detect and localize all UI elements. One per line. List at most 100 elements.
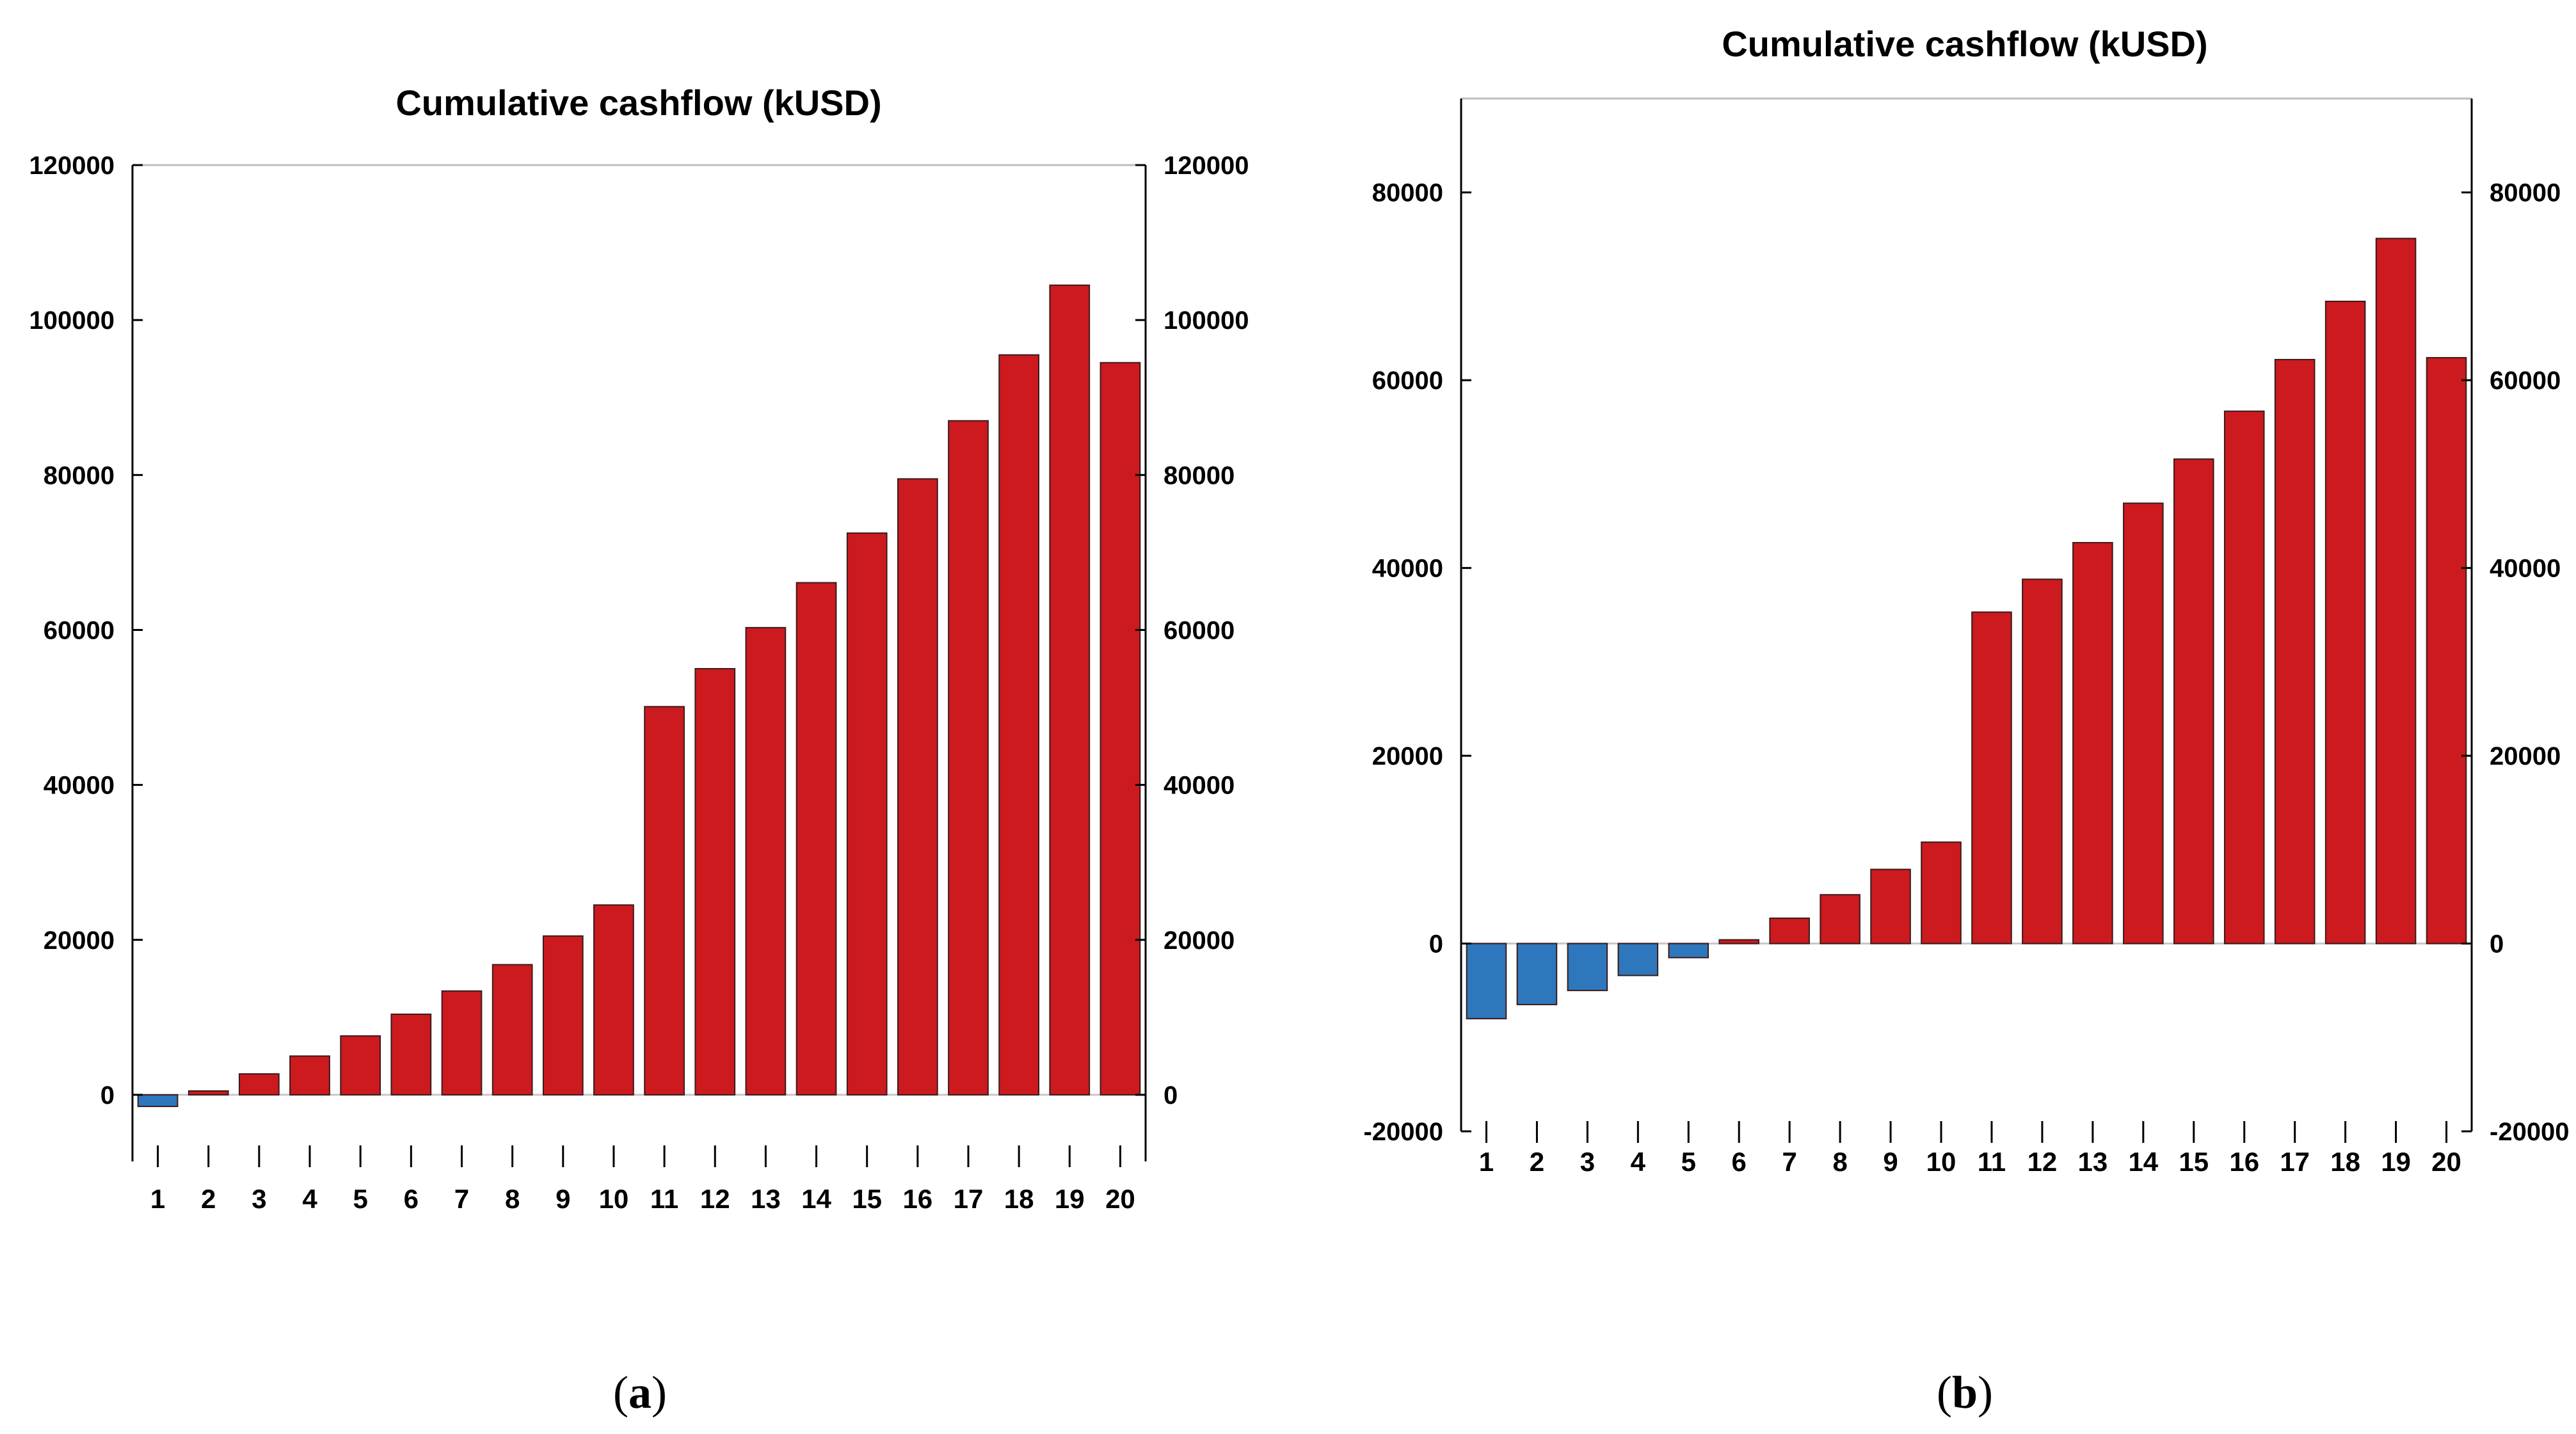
ytick-label-right-b-1: 0 [2490, 930, 2504, 959]
chart-b-plot-area: -20000 -20000 0 0 20000 20000 40000 40000 60000 6… [1363, 97, 2570, 1177]
bar-b-1 [1466, 943, 1507, 1019]
xtick-label-a-14: 14 [801, 1184, 831, 1214]
ytick-label-right-a-6: 120000 [1164, 152, 1249, 180]
bar-a-18 [998, 354, 1039, 1095]
ytick-label-left-a-2: 40000 [44, 772, 115, 800]
panel-letter-a: a [628, 1367, 652, 1418]
ytick-label-right-a-0: 0 [1164, 1081, 1178, 1110]
panel-label-a: (a) [613, 1367, 667, 1418]
bar-b-2 [1516, 943, 1558, 1005]
chart-title-a: Cumulative cashflow (kUSD) [396, 83, 881, 123]
bar-b-19 [2375, 237, 2417, 944]
ytick-label-left-a-4: 80000 [44, 461, 115, 490]
xtick-label-a-13: 13 [751, 1184, 781, 1214]
xtick-label-a-2: 2 [201, 1184, 216, 1214]
xtick-label-b-2: 2 [1530, 1147, 1544, 1177]
xtick-label-a-18: 18 [1004, 1184, 1034, 1214]
xtick-label-a-7: 7 [454, 1184, 469, 1214]
ytick-label-right-b-0: -20000 [2490, 1118, 2570, 1146]
ytick-label-right-a-2: 40000 [1164, 772, 1235, 800]
bar-b-14 [2123, 502, 2164, 944]
bar-a-2 [188, 1090, 229, 1095]
xtick-label-a-15: 15 [852, 1184, 882, 1214]
bar-a-19 [1049, 284, 1091, 1095]
ytick-label-left-b-1: 0 [1429, 930, 1443, 959]
xtick-label-a-6: 6 [404, 1184, 419, 1214]
ytick-label-right-b-3: 40000 [2490, 555, 2561, 583]
xtick-label-b-7: 7 [1782, 1147, 1796, 1177]
ytick-label-right-a-4: 80000 [1164, 461, 1235, 490]
bar-b-3 [1567, 943, 1608, 991]
bar-a-10 [593, 904, 634, 1095]
bar-b-13 [2072, 542, 2113, 944]
xtick-label-a-16: 16 [902, 1184, 932, 1214]
ytick-label-left-b-3: 40000 [1372, 555, 1443, 583]
bar-b-17 [2274, 358, 2316, 944]
xtick-label-b-18: 18 [2330, 1147, 2360, 1177]
xtick-label-a-10: 10 [599, 1184, 629, 1214]
bar-b-7 [1769, 917, 1810, 944]
bar-a-8 [492, 964, 533, 1095]
bar-a-15 [846, 532, 888, 1095]
xtick-label-b-6: 6 [1732, 1147, 1747, 1177]
bar-b-20 [2426, 356, 2467, 944]
xtick-label-a-11: 11 [650, 1184, 678, 1214]
ytick-label-left-a-5: 100000 [29, 307, 115, 335]
xtick-label-b-19: 19 [2381, 1147, 2411, 1177]
bar-b-4 [1617, 943, 1659, 976]
xtick-label-b-1: 1 [1479, 1147, 1494, 1177]
bar-b-9 [1870, 868, 1911, 944]
chart-a-plot-area: 0 0 20000 20000 40000 40000 60000 60000 80000 800… [29, 152, 1249, 1214]
bar-a-5 [340, 1035, 381, 1095]
bar-b-11 [1971, 611, 2012, 944]
bar-a-11 [644, 706, 685, 1095]
ytick-label-left-a-6: 120000 [29, 152, 115, 180]
xtick-label-a-8: 8 [505, 1184, 520, 1214]
bar-a-4 [289, 1055, 330, 1095]
bar-b-10 [1921, 841, 1962, 944]
ytick-label-left-a-3: 60000 [44, 616, 115, 644]
xtick-label-b-10: 10 [1926, 1147, 1956, 1177]
bar-a-16 [897, 478, 938, 1095]
xtick-label-b-20: 20 [2431, 1147, 2461, 1177]
xtick-label-a-9: 9 [556, 1184, 570, 1214]
bar-a-13 [745, 626, 787, 1095]
bar-a-12 [694, 668, 736, 1095]
bar-a-17 [948, 420, 989, 1095]
ytick-label-left-b-0: -20000 [1363, 1118, 1443, 1146]
chart-title-b: Cumulative cashflow (kUSD) [1722, 24, 2207, 64]
ytick-label-left-a-0: 0 [100, 1081, 115, 1110]
bar-b-16 [2223, 410, 2265, 944]
xtick-label-a-19: 19 [1055, 1184, 1085, 1214]
xtick-label-b-8: 8 [1832, 1147, 1847, 1177]
xtick-label-a-17: 17 [954, 1184, 984, 1214]
panel-label-b: (b) [1937, 1367, 1993, 1418]
bar-b-12 [2022, 578, 2063, 944]
bar-a-3 [239, 1073, 280, 1095]
chart-panel-b: Cumulative cashflow (kUSD) -20000 -20000 0… [1363, 24, 2569, 1418]
xtick-label-b-12: 12 [2028, 1147, 2058, 1177]
ytick-label-right-a-1: 20000 [1164, 927, 1235, 955]
ytick-label-left-a-1: 20000 [44, 927, 115, 955]
xtick-label-b-13: 13 [2078, 1147, 2108, 1177]
ytick-label-right-a-3: 60000 [1164, 616, 1235, 644]
bar-a-14 [796, 582, 837, 1095]
xtick-label-b-15: 15 [2179, 1147, 2209, 1177]
xtick-label-a-3: 3 [252, 1184, 266, 1214]
bar-b-15 [2173, 458, 2214, 944]
ytick-label-left-b-4: 60000 [1372, 367, 1443, 395]
xtick-label-b-17: 17 [2280, 1147, 2310, 1177]
bar-b-18 [2324, 300, 2366, 944]
bar-a-9 [542, 935, 584, 1095]
xtick-label-b-4: 4 [1631, 1147, 1646, 1177]
xtick-label-b-11: 11 [1978, 1147, 2006, 1177]
ytick-label-right-b-5: 80000 [2490, 179, 2561, 207]
bar-b-6 [1718, 939, 1760, 944]
bar-b-8 [1820, 894, 1860, 944]
xtick-label-b-16: 16 [2229, 1147, 2259, 1177]
xtick-label-b-3: 3 [1580, 1147, 1595, 1177]
chart-panel-a: Cumulative cashflow (kUSD) 0 0 20000 20000 4… [29, 83, 1249, 1418]
xtick-label-a-1: 1 [150, 1184, 165, 1214]
ytick-label-left-b-2: 20000 [1372, 742, 1443, 770]
